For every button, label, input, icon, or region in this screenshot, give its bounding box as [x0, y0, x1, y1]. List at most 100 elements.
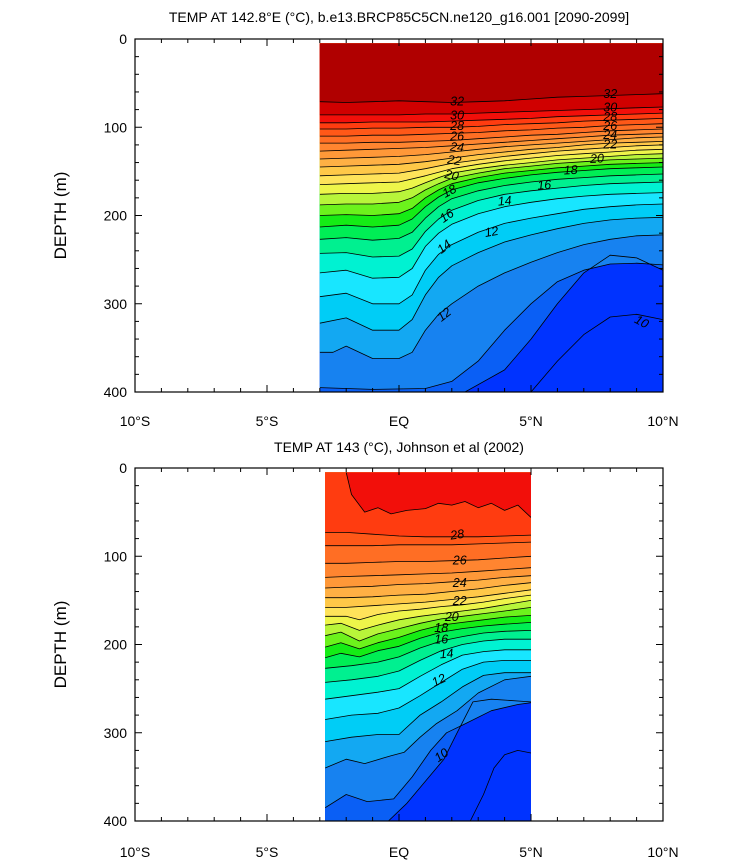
contour-label: 30: [603, 101, 617, 115]
contour-label: 28: [602, 110, 617, 124]
contour-label: 10: [432, 745, 451, 764]
contour-label: 26: [602, 119, 617, 133]
contour-line-28: [325, 541, 531, 547]
contour-label: 22: [602, 138, 617, 152]
contour-line-20: [319, 157, 663, 206]
x-tick-label: 10°S: [120, 844, 151, 860]
svg-text:24: 24: [449, 140, 465, 155]
svg-text:20: 20: [589, 151, 605, 166]
contour-label: 18: [434, 621, 448, 635]
svg-text:28: 28: [448, 527, 465, 543]
contour-line-17: [325, 630, 531, 669]
x-tick-label: 5°N: [519, 844, 543, 860]
contour-line-21: [319, 153, 663, 195]
svg-text:28: 28: [449, 119, 464, 133]
contour-label: 12: [434, 305, 454, 325]
contour-line-10: [388, 698, 531, 821]
contour-line-22: [319, 148, 663, 185]
contour-label: 16: [437, 206, 456, 225]
contour-label: 14: [434, 237, 454, 257]
contour-fill-30: [346, 472, 531, 518]
contour-line-29: [325, 532, 531, 538]
contour-line-9: [530, 313, 663, 392]
contour-line-22: [325, 594, 531, 621]
contour-line-19: [319, 162, 663, 216]
contour-line-15: [325, 649, 531, 700]
x-tick-label: 10°N: [647, 413, 678, 429]
svg-text:24: 24: [452, 576, 467, 590]
contour-label: 20: [442, 167, 460, 184]
x-tick-label: EQ: [389, 413, 409, 429]
svg-text:14: 14: [434, 237, 454, 257]
contour-line-24: [325, 582, 531, 599]
contour-line-29: [319, 118, 663, 130]
svg-text:10: 10: [632, 312, 651, 331]
y-axis-label: DEPTH (m): [51, 601, 70, 689]
contour-line-25: [325, 575, 531, 589]
contour-label: 16: [434, 633, 448, 647]
y-tick-label: 0: [119, 460, 127, 476]
x-tick-label: 5°S: [256, 844, 279, 860]
svg-text:30: 30: [450, 108, 464, 122]
contour-label: 20: [589, 151, 605, 166]
contour-line-32: [319, 93, 663, 103]
svg-text:12: 12: [430, 671, 449, 690]
svg-text:22: 22: [602, 138, 617, 152]
chart-title: TEMP AT 142.8°E (°C), b.e13.BRCP85C5CN.n…: [169, 9, 629, 25]
svg-text:18: 18: [563, 163, 578, 178]
x-tick-label: 5°S: [256, 413, 279, 429]
contour-label: 14: [497, 193, 512, 208]
svg-text:26: 26: [449, 130, 464, 144]
svg-text:14: 14: [497, 193, 512, 208]
x-tick-label: 10°S: [120, 413, 151, 429]
svg-text:10: 10: [432, 745, 451, 764]
contour-line-13: [325, 672, 531, 742]
chart-title: TEMP AT 143 (°C), Johnson et al (2002): [274, 439, 524, 455]
contour-line-16: [319, 181, 663, 258]
contour-line-24: [319, 141, 663, 168]
contour-label: 32: [450, 94, 464, 108]
contour-label: 20: [444, 610, 459, 624]
contour-line-18: [325, 622, 531, 659]
contour-line-15: [319, 192, 663, 279]
x-tick-label: EQ: [389, 844, 409, 860]
svg-text:22: 22: [445, 152, 462, 168]
contour-label: 18: [440, 182, 459, 201]
y-tick-label: 100: [104, 548, 128, 564]
contour-line-31: [319, 106, 663, 116]
svg-text:16: 16: [434, 633, 448, 647]
svg-text:16: 16: [537, 178, 552, 193]
contour-fill-32: [319, 43, 663, 103]
contour-label: 26: [449, 130, 464, 144]
contour-label: 12: [483, 224, 499, 240]
contour-line-27: [325, 555, 531, 564]
contour-line-23: [325, 589, 531, 608]
svg-text:22: 22: [452, 594, 467, 608]
contour-label: 18: [563, 163, 578, 178]
y-tick-label: 200: [104, 208, 128, 224]
contour-line-28: [319, 123, 663, 137]
contour-line-26: [325, 567, 531, 578]
y-tick-label: 0: [119, 31, 127, 47]
panel-top-model: 3230282624222018161412323028262422201816…: [51, 9, 679, 429]
contour-label: 22: [445, 152, 462, 168]
contour-label: 24: [449, 140, 465, 155]
svg-text:24: 24: [602, 128, 617, 142]
contour-label: 10: [632, 312, 651, 331]
y-tick-label: 300: [104, 296, 128, 312]
contour-line-14: [319, 203, 663, 305]
contour-line-9: [469, 750, 531, 821]
x-tick-label: 10°N: [647, 844, 678, 860]
svg-text:14: 14: [439, 646, 454, 661]
svg-text:18: 18: [434, 621, 448, 635]
y-tick-label: 100: [104, 119, 128, 135]
svg-text:30: 30: [603, 101, 617, 115]
contour-line-14: [325, 660, 531, 720]
svg-text:32: 32: [603, 87, 617, 101]
contour-label: 12: [430, 671, 449, 690]
contour-line-21: [325, 600, 531, 631]
contour-line-20: [325, 607, 531, 642]
contour-line-19: [325, 615, 531, 650]
